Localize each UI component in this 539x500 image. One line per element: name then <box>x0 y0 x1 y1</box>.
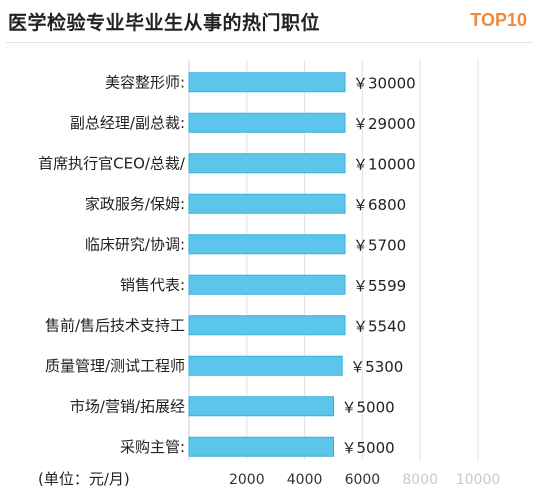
category-label: 副总经理/副总裁: <box>70 114 185 132</box>
title-divider <box>6 42 533 43</box>
value-label: ￥5000 <box>342 398 395 416</box>
category-label: 市场/营销/拓展经 <box>70 397 185 415</box>
unit-label: (单位：元/月) <box>38 470 130 488</box>
bar <box>188 72 346 93</box>
chart-title: 医学检验专业毕业生从事的热门职位 <box>8 12 321 34</box>
category-label: 首席执行官CEO/总裁/ <box>38 154 186 172</box>
x-tick-label: 10000 <box>456 472 501 488</box>
value-label: ￥29000 <box>353 115 416 133</box>
category-label: 销售代表: <box>120 276 185 294</box>
bar <box>188 436 334 457</box>
value-label: ￥5540 <box>353 317 406 335</box>
category-label: 家政服务/保姆: <box>85 195 185 213</box>
bar <box>188 274 346 295</box>
category-label: 质量管理/测试工程师 <box>45 357 185 375</box>
value-label: ￥5599 <box>353 277 406 295</box>
value-label: ￥5700 <box>353 236 406 254</box>
top10-badge: TOP10 <box>470 10 527 30</box>
x-tick-label: 4000 <box>287 472 323 488</box>
category-label: 临床研究/协调: <box>85 235 185 253</box>
value-label: ￥5000 <box>342 439 395 457</box>
title-bar: 医学检验专业毕业生从事的热门职位 TOP10 <box>0 0 539 44</box>
bar <box>188 112 346 133</box>
x-tick-label: 6000 <box>345 472 381 488</box>
value-label: ￥10000 <box>353 155 416 173</box>
value-label: ￥5300 <box>350 358 403 376</box>
x-tick-label: 8000 <box>402 472 438 488</box>
category-label: 售前/售后技术支持工 <box>45 316 185 334</box>
bar <box>188 193 346 214</box>
bar <box>188 234 346 255</box>
bar <box>188 315 346 336</box>
value-label: ￥6800 <box>353 196 406 214</box>
x-tick-label: 2000 <box>229 472 265 488</box>
bar <box>188 396 334 417</box>
bar <box>188 355 343 376</box>
value-label: ￥30000 <box>353 74 416 92</box>
category-label: 采购主管: <box>120 438 185 456</box>
category-label: 美容整形师: <box>105 73 185 91</box>
bar <box>188 153 346 174</box>
